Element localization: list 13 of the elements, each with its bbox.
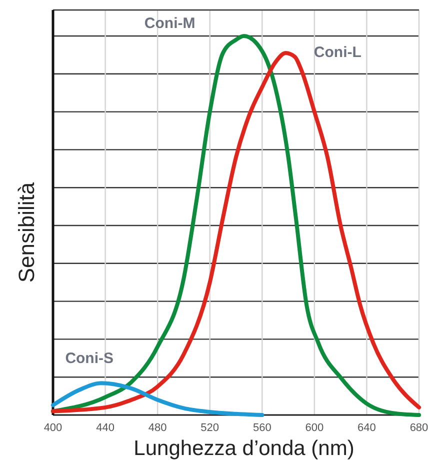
x-tick-label: 640	[358, 422, 376, 434]
x-tick-label: 600	[305, 422, 324, 434]
x-tick-label: 560	[252, 422, 272, 434]
x-tick-label: 400	[44, 422, 62, 434]
x-tick-label: 520	[200, 422, 220, 434]
text: Coni-M	[144, 15, 196, 32]
series-label: Coni-S	[65, 350, 114, 368]
x-tick-label: 440	[96, 422, 114, 434]
x-tick-label: 480	[148, 422, 167, 434]
series-label: Coni-L	[314, 44, 362, 62]
x-axis-title: Lunghezza d’onda (nm)	[134, 437, 354, 460]
y-axis-title: Sensibilità	[14, 182, 39, 283]
x-tick-label: 680	[410, 422, 428, 434]
